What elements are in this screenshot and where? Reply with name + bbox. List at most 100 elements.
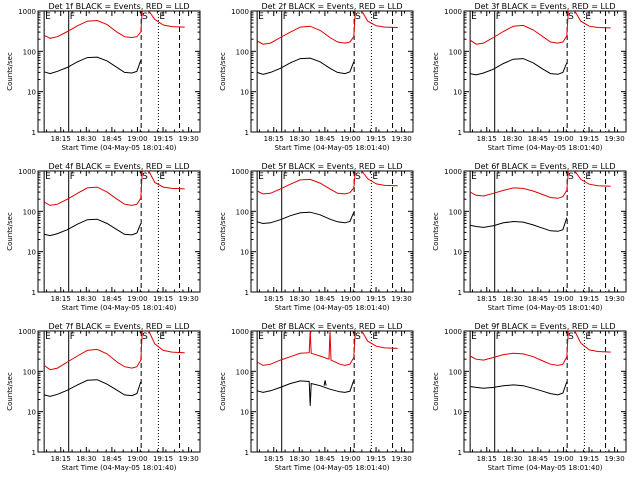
det-6f-chart: Det 6f BLACK = Events, RED = LLD 1 10 100 10… bbox=[432, 162, 627, 312]
series-lld-line-8f bbox=[256, 330, 356, 366]
chart-title: Det 5f BLACK = Events, RED = LLD bbox=[261, 162, 402, 171]
y-tick-label: 1 bbox=[245, 129, 249, 137]
event-marker-label: S bbox=[355, 172, 361, 182]
y-tick-label: 100 bbox=[449, 368, 462, 376]
series-events-line-1f bbox=[43, 56, 142, 75]
det-9f-panel: Det 9f BLACK = Events, RED = LLD 1 10 100 10… bbox=[426, 320, 639, 480]
y-tick-label: 10 bbox=[27, 89, 36, 97]
x-tick-label: 19:00 bbox=[340, 295, 360, 303]
det-2f-chart: Det 2f BLACK = Events, RED = LLD 1 10 100 10… bbox=[219, 2, 414, 152]
x-tick-label: 18:15 bbox=[477, 135, 497, 143]
x-tick-label: 19:00 bbox=[553, 295, 573, 303]
series-lld-line-7f bbox=[43, 330, 143, 371]
y-axis-title: Counts/sec bbox=[6, 372, 14, 411]
series-lld-line-7f bbox=[148, 330, 185, 354]
y-tick-label: 1 bbox=[458, 129, 462, 137]
event-marker-label: E bbox=[372, 332, 378, 342]
y-tick-label: 1000 bbox=[231, 8, 249, 16]
y-tick-label: 10 bbox=[453, 409, 462, 417]
x-tick-label: 19:00 bbox=[127, 455, 147, 463]
x-axis-title: Start Time (04-May-05 18:01:40) bbox=[487, 464, 602, 472]
event-marker-label: S bbox=[568, 172, 574, 182]
det-8f-chart: Det 8f BLACK = Events, RED = LLD 1 10 100 10… bbox=[219, 322, 414, 472]
x-tick-label: 19:00 bbox=[340, 455, 360, 463]
det-1f-chart: Det 1f BLACK = Events, RED = LLD 1 10 100 10… bbox=[6, 2, 201, 152]
det-5f-panel: Det 5f BLACK = Events, RED = LLD 1 10 100 10… bbox=[213, 160, 426, 320]
x-tick-label: 18:15 bbox=[264, 295, 284, 303]
y-tick-label: 1000 bbox=[444, 8, 462, 16]
x-tick-label: 18:45 bbox=[315, 455, 335, 463]
plot-frame bbox=[37, 330, 201, 453]
event-marker-label: S bbox=[355, 12, 361, 22]
chart-title: Det 4f BLACK = Events, RED = LLD bbox=[48, 162, 189, 171]
plot-frame bbox=[250, 170, 414, 293]
y-tick-label: 10 bbox=[453, 249, 462, 257]
chart-title: Det 1f BLACK = Events, RED = LLD bbox=[48, 2, 189, 11]
plot-frame bbox=[250, 10, 414, 133]
series-lld-line-3f bbox=[469, 10, 569, 45]
y-axis-title: Counts/sec bbox=[432, 212, 440, 251]
x-tick-label: 19:15 bbox=[366, 295, 386, 303]
event-marker-label: E bbox=[258, 12, 264, 22]
y-tick-label: 1 bbox=[458, 449, 462, 457]
x-tick-label: 19:30 bbox=[605, 135, 625, 143]
x-tick-label: 19:30 bbox=[179, 135, 199, 143]
series-lld-line-5f bbox=[256, 170, 356, 195]
x-tick-label: 19:30 bbox=[605, 455, 625, 463]
chart-title: Det 2f BLACK = Events, RED = LLD bbox=[261, 2, 402, 11]
y-tick-label: 1 bbox=[245, 289, 249, 297]
x-axis-title: Start Time (04-May-05 18:01:40) bbox=[274, 304, 389, 312]
x-axis-title: Start Time (04-May-05 18:01:40) bbox=[487, 304, 602, 312]
x-tick-label: 18:30 bbox=[502, 135, 522, 143]
y-tick-label: 1 bbox=[32, 129, 36, 137]
series-lld-line-8f bbox=[361, 330, 398, 349]
x-tick-label: 19:30 bbox=[392, 455, 412, 463]
y-tick-label: 1 bbox=[32, 449, 36, 457]
event-marker-label: E bbox=[258, 332, 264, 342]
x-tick-label: 18:30 bbox=[76, 135, 96, 143]
event-marker-label: E bbox=[159, 12, 165, 22]
y-tick-label: 1000 bbox=[444, 328, 462, 336]
det-3f-chart: Det 3f BLACK = Events, RED = LLD 1 10 100 10… bbox=[432, 2, 627, 152]
x-tick-label: 19:30 bbox=[392, 135, 412, 143]
event-marker-label: F bbox=[70, 12, 75, 22]
y-tick-label: 100 bbox=[23, 208, 36, 216]
x-tick-label: 19:15 bbox=[366, 455, 386, 463]
x-axis-title: Start Time (04-May-05 18:01:40) bbox=[487, 144, 602, 152]
event-marker-label: F bbox=[496, 12, 501, 22]
event-marker-label: S bbox=[568, 12, 574, 22]
plot-frame bbox=[250, 330, 414, 453]
det-2f-panel: Det 2f BLACK = Events, RED = LLD 1 10 100 10… bbox=[213, 0, 426, 160]
event-marker-label: E bbox=[372, 12, 378, 22]
x-tick-label: 18:30 bbox=[289, 295, 309, 303]
x-axis-title: Start Time (04-May-05 18:01:40) bbox=[61, 304, 176, 312]
x-tick-label: 19:00 bbox=[340, 135, 360, 143]
x-tick-label: 18:45 bbox=[102, 455, 122, 463]
y-tick-label: 1 bbox=[458, 289, 462, 297]
series-events-line-7f bbox=[43, 379, 142, 397]
x-tick-label: 19:15 bbox=[579, 135, 599, 143]
series-lld-line-2f bbox=[256, 10, 356, 45]
y-tick-label: 100 bbox=[236, 48, 249, 56]
event-marker-label: S bbox=[142, 172, 148, 182]
det-3f-panel: Det 3f BLACK = Events, RED = LLD 1 10 100 10… bbox=[426, 0, 639, 160]
x-tick-label: 19:00 bbox=[553, 455, 573, 463]
event-marker-label: E bbox=[159, 172, 165, 182]
chart-title: Det 3f BLACK = Events, RED = LLD bbox=[474, 2, 615, 11]
plot-frame bbox=[463, 10, 627, 133]
det-1f-panel: Det 1f BLACK = Events, RED = LLD 1 10 100 10… bbox=[0, 0, 213, 160]
event-marker-label: E bbox=[45, 172, 51, 182]
plot-frame bbox=[463, 330, 627, 453]
x-tick-label: 18:30 bbox=[76, 295, 96, 303]
series-lld-line-9f bbox=[574, 330, 611, 353]
x-tick-label: 19:15 bbox=[153, 295, 173, 303]
y-tick-label: 100 bbox=[236, 368, 249, 376]
series-lld-line-3f bbox=[574, 10, 611, 29]
series-lld-line-6f bbox=[469, 170, 569, 199]
chart-title: Det 6f BLACK = Events, RED = LLD bbox=[474, 162, 615, 171]
x-tick-label: 18:30 bbox=[502, 455, 522, 463]
y-tick-label: 1000 bbox=[18, 328, 36, 336]
event-marker-label: F bbox=[496, 332, 501, 342]
x-tick-label: 18:45 bbox=[528, 135, 548, 143]
series-lld-line-4f bbox=[43, 170, 143, 206]
